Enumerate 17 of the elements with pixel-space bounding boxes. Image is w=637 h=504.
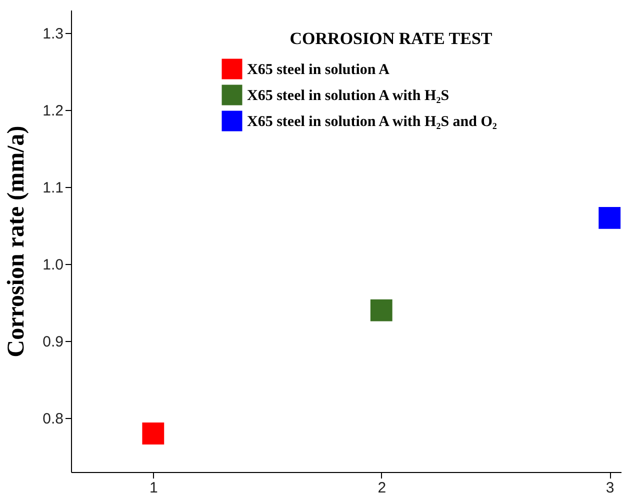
y-tick-label: 1.3 (42, 26, 64, 43)
x-tick-label: 1 (149, 480, 158, 496)
x-tick-label: 3 (606, 480, 614, 496)
point (370, 299, 392, 322)
y-tick-label: 1.0 (42, 256, 64, 274)
text: CORROSION RATE TEST (290, 29, 493, 48)
legend-label: X65 steel in solution A (247, 62, 390, 78)
point (598, 206, 621, 229)
x-tick-label: 2 (378, 480, 386, 496)
y-tick-label: 1.2 (42, 102, 64, 120)
legend-label: X65 steel in solution A with H₂S and O₂ (247, 114, 498, 130)
y-tick-label: 1.1 (42, 180, 64, 197)
legend-label: X65 steel in solution A with H₂S (247, 88, 450, 104)
point (142, 422, 164, 444)
y-tick-label: 0.9 (42, 334, 64, 351)
y-axis-title: Corrosion rate (mm/a) (4, 126, 30, 358)
y-tick-label: 0.8 (42, 410, 64, 428)
